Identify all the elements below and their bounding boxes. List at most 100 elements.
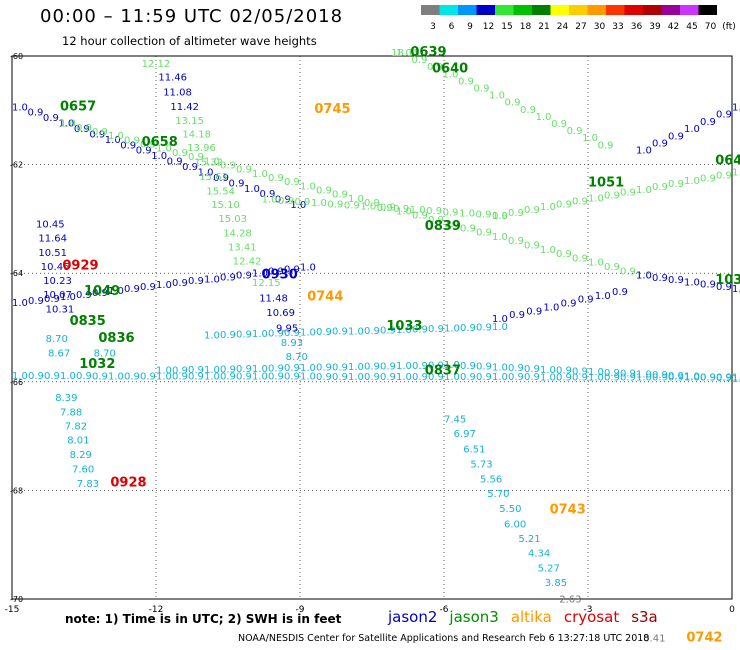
track-mark: 0.9 [220,364,236,375]
track-mark: 0.9 [284,177,300,188]
track-mark: 0.9 [572,196,588,207]
track-mark: 0.9 [556,249,572,260]
track-mark: 1.0 [311,198,327,209]
y-tick-label: -64 [10,269,23,278]
track-mark: 0.9 [428,372,444,383]
track-mark: 0.9 [236,372,252,383]
swh-label: 13.15 [175,116,204,127]
track-mark: 0.9 [364,326,380,337]
track-mark: 0.9 [476,372,492,383]
track-mark: 0.9 [188,365,204,376]
track-mark: 1.0 [684,373,700,384]
track-mark: 0.9 [268,372,284,383]
swh-label: 8.67 [48,348,70,359]
track-mark: 1.0 [636,185,652,196]
color-scale-label: 42 [668,22,679,32]
track-mark: 0.9 [44,294,60,305]
track-mark: 0.9 [172,278,188,289]
track-mark: 0.9 [74,124,90,135]
track-mark: 0.9 [28,371,44,382]
track-mark: 1.0 [540,365,556,376]
track-mark: 0.9 [474,84,490,95]
track-mark: 1.0 [156,144,172,155]
swh-label: 8.93 [281,338,303,349]
satellite-legend: jason2 jason3 altika cryosat s3a [388,608,670,626]
track-mark: 1.0 [444,360,460,371]
color-scale-label: 39 [649,22,661,32]
track-mark: 1.0 [204,156,220,167]
legend-jason2: jason2 [388,608,438,626]
swh-label: 11.08 [163,88,192,99]
pass-time-label: 1051 [588,175,624,190]
track-mark: 1.0 [252,329,268,340]
swh-label: 8.01 [67,436,89,447]
track-mark: 0.9 [44,371,60,382]
track-mark: 0.9 [284,328,300,339]
swh-label: 4.34 [528,549,550,560]
track-mark: 0.9 [229,178,245,189]
swh-label: 5.50 [499,504,521,515]
track-mark: 0.9 [652,370,668,381]
track-mark: 1.0 [536,112,552,123]
track-mark: 0.9 [120,140,136,151]
track-mark: 0.9 [182,162,198,173]
track-mark: 0.9 [140,371,156,382]
track-mark: 0.9 [295,197,311,208]
track-mark: 0.9 [412,211,428,222]
track-mark: 0.9 [92,127,108,138]
track-mark: 1.0 [684,124,700,135]
track-mark: 0.9 [284,363,300,374]
track-mark: 0.9 [700,117,716,128]
color-scale-label: 15 [501,22,512,32]
track-mark: 0.9 [220,272,236,283]
track-mark: 0.9 [620,372,636,383]
track-mark: 1.0 [252,169,268,180]
track-mark: 1.0 [396,206,412,217]
track-mark: 1.0 [636,271,652,282]
swh-label: 10.69 [266,308,295,319]
track-mark: 0.9 [332,327,348,338]
color-swatch [495,5,514,15]
track-mark: 0.9 [316,363,332,374]
satellite-track: 1.00.90.91.00.90.91.0 [636,271,740,296]
track-mark: 0.9 [620,266,636,277]
track-mark: 0.9 [27,108,43,119]
track-mark: 1.0 [636,369,652,380]
track-mark: 1.0 [444,360,460,371]
track-mark: 0.9 [716,110,732,121]
track-mark: 1.0 [459,209,475,220]
color-scale-label: 3 [430,22,436,32]
color-scale-label: 36 [631,22,643,32]
track-mark: 0.9 [492,211,508,222]
track-mark: 0.9 [460,372,476,383]
track-mark: 0.9 [167,157,183,168]
track-mark: 0.9 [412,55,428,66]
track-mark: 0.9 [508,236,524,247]
track-mark: 0.9 [428,361,444,372]
pass-time-label: 0928 [110,476,146,491]
legend-jason3: jason3 [449,608,499,626]
track-mark: 1.0 [252,268,268,279]
track-mark: 0.9 [716,282,732,293]
track-mark: 1.0 [58,119,74,130]
swh-label: 7.82 [65,422,87,433]
track-mark: 0.9 [316,327,332,338]
track-mark: 1.0 [636,372,652,383]
track-mark: 1.0 [492,322,508,333]
swh-label: 15.32 [194,158,223,169]
track-mark: 0.9 [524,372,540,383]
track-mark: 1.0 [252,372,268,383]
track-mark: 0.9 [604,262,620,273]
track-mark: 1.0 [588,372,604,383]
pass-time-label: 0839 [425,219,461,234]
swh-label: 7.60 [72,464,94,475]
track-mark: 0.9 [213,173,229,184]
color-swatch [569,5,588,15]
track-mark: 0.9 [556,366,572,377]
y-tick-label: -68 [10,486,23,495]
track-mark: 0.9 [458,76,474,87]
